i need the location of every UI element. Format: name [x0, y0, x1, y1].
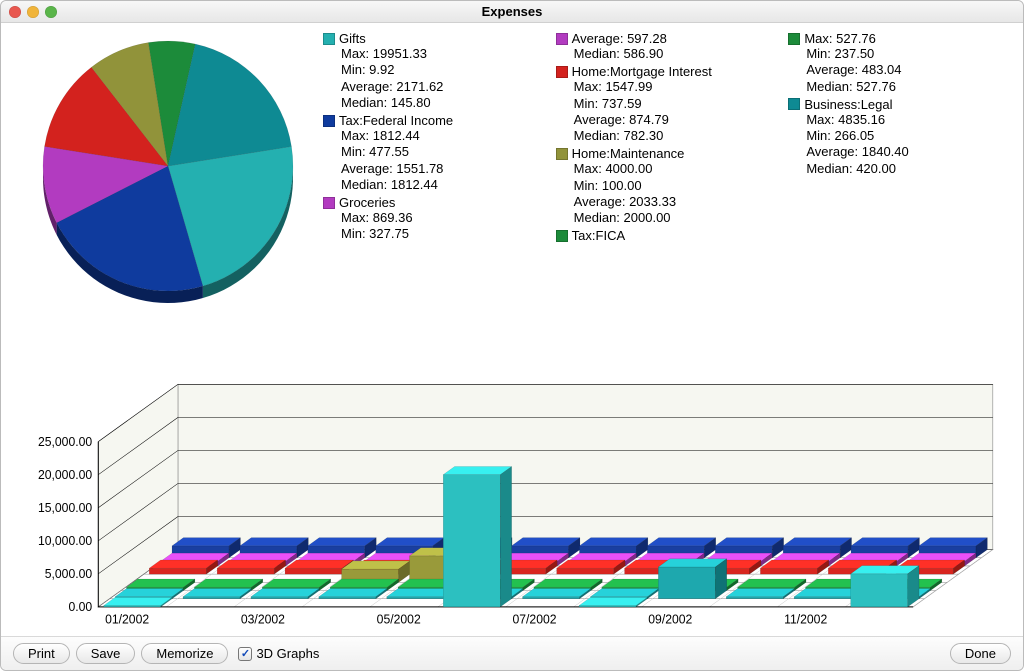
legend-stat: Min: 477.55: [323, 144, 546, 160]
legend-stat: Average: 483.04: [788, 62, 1011, 78]
legend-stat: Max: 1547.99: [556, 79, 779, 95]
legend-stat: Min: 237.50: [788, 46, 1011, 62]
memorize-button[interactable]: Memorize: [141, 643, 228, 664]
legend-swatch: [323, 115, 335, 127]
legend-item: Business:LegalMax: 4835.16Min: 266.05Ave…: [788, 97, 1011, 177]
legend-title: Groceries: [323, 195, 546, 210]
minimize-icon[interactable]: [27, 6, 39, 18]
svg-text:20,000.00: 20,000.00: [38, 468, 92, 482]
print-button[interactable]: Print: [13, 643, 70, 664]
legend-title: Tax:FICA: [556, 228, 779, 243]
window-title: Expenses: [1, 4, 1023, 19]
legend-swatch: [556, 230, 568, 242]
legend-swatch: [556, 33, 568, 45]
legend-name: Groceries: [339, 195, 395, 210]
traffic-lights: [1, 6, 57, 18]
legend-name: Tax:FICA: [572, 228, 625, 243]
legend-swatch: [323, 197, 335, 209]
checkbox-label: 3D Graphs: [256, 646, 319, 661]
bar-chart: 0.00 5,000.00 10,000.00 15,000.00 20,000.00 2…: [19, 315, 1005, 630]
legend-item: GroceriesMax: 869.36Min: 327.75: [323, 195, 546, 243]
legend-stat: Min: 100.00: [556, 178, 779, 194]
legend-column: Max: 527.76Min: 237.50Average: 483.04Med…: [788, 31, 1011, 311]
legend-stat: Median: 782.30: [556, 128, 779, 144]
legend-title: Max: 527.76: [788, 31, 1011, 46]
svg-text:5,000.00: 5,000.00: [45, 567, 93, 581]
legend-name: Business:Legal: [804, 97, 892, 112]
legend-swatch: [556, 66, 568, 78]
legend-stat: Min: 9.92: [323, 62, 546, 78]
legend-swatch: [323, 33, 335, 45]
legend-title: Home:Mortgage Interest: [556, 64, 779, 79]
legend-stat: Max: 869.36: [323, 210, 546, 226]
legend-stat: Max: 4000.00: [556, 161, 779, 177]
top-area: GiftsMax: 19951.33Min: 9.92Average: 2171…: [1, 23, 1023, 315]
legend-stat: Median: 527.76: [788, 79, 1011, 95]
svg-text:11/2002: 11/2002: [784, 613, 827, 627]
svg-text:03/2002: 03/2002: [241, 613, 285, 627]
legend-stat: Average: 1840.40: [788, 144, 1011, 160]
svg-text:0.00: 0.00: [68, 600, 92, 614]
titlebar: Expenses: [1, 1, 1023, 23]
legend-name: Home:Mortgage Interest: [572, 64, 712, 79]
svg-text:05/2002: 05/2002: [377, 613, 421, 627]
zoom-icon[interactable]: [45, 6, 57, 18]
legend-swatch: [556, 148, 568, 160]
legend: GiftsMax: 19951.33Min: 9.92Average: 2171…: [323, 31, 1011, 311]
legend-stat: Max: 1812.44: [323, 128, 546, 144]
legend-title: Home:Maintenance: [556, 146, 779, 161]
legend-swatch: [788, 98, 800, 110]
legend-name: Tax:Federal Income: [339, 113, 453, 128]
footer-toolbar: Print Save Memorize ✓ 3D Graphs Done: [1, 636, 1023, 670]
legend-stat: Average: 597.28: [572, 31, 667, 46]
legend-stat: Median: 586.90: [556, 46, 779, 62]
legend-column: GiftsMax: 19951.33Min: 9.92Average: 2171…: [323, 31, 546, 311]
svg-text:25,000.00: 25,000.00: [38, 435, 92, 449]
svg-text:15,000.00: 15,000.00: [38, 501, 92, 515]
legend-stat: Max: 4835.16: [788, 112, 1011, 128]
legend-item: GiftsMax: 19951.33Min: 9.92Average: 2171…: [323, 31, 546, 111]
legend-stat: Average: 2171.62: [323, 79, 546, 95]
app-window: Expenses GiftsMax: 19951.33Min: 9.92Aver…: [0, 0, 1024, 671]
legend-stat: Max: 19951.33: [323, 46, 546, 62]
legend-title: Business:Legal: [788, 97, 1011, 112]
checkbox-icon[interactable]: ✓: [238, 647, 252, 661]
svg-text:10,000.00: 10,000.00: [38, 534, 92, 548]
legend-title: Average: 597.28: [556, 31, 779, 46]
legend-stat: Average: 874.79: [556, 112, 779, 128]
legend-item: Max: 527.76Min: 237.50Average: 483.04Med…: [788, 31, 1011, 95]
legend-stat: Min: 737.59: [556, 96, 779, 112]
close-icon[interactable]: [9, 6, 21, 18]
done-button[interactable]: Done: [950, 643, 1011, 664]
legend-column: Average: 597.28Median: 586.90Home:Mortga…: [556, 31, 779, 311]
legend-stat: Median: 2000.00: [556, 210, 779, 226]
pie-chart: [13, 31, 323, 311]
content-area: GiftsMax: 19951.33Min: 9.92Average: 2171…: [1, 23, 1023, 670]
legend-stat: Median: 420.00: [788, 161, 1011, 177]
svg-text:01/2002: 01/2002: [105, 613, 149, 627]
legend-stat: Min: 266.05: [788, 128, 1011, 144]
legend-stat: Min: 327.75: [323, 226, 546, 242]
svg-text:07/2002: 07/2002: [512, 613, 556, 627]
legend-item: Home:MaintenanceMax: 4000.00Min: 100.00A…: [556, 146, 779, 226]
legend-stat: Median: 1812.44: [323, 177, 546, 193]
legend-title: Gifts: [323, 31, 546, 46]
legend-item: Home:Mortgage InterestMax: 1547.99Min: 7…: [556, 64, 779, 144]
legend-stat: Median: 145.80: [323, 95, 546, 111]
legend-name: Home:Maintenance: [572, 146, 685, 161]
legend-stat: Max: 527.76: [804, 31, 876, 46]
svg-text:09/2002: 09/2002: [648, 613, 692, 627]
legend-item: Tax:Federal IncomeMax: 1812.44Min: 477.5…: [323, 113, 546, 193]
legend-stat: Average: 1551.78: [323, 161, 546, 177]
legend-item: Tax:FICA: [556, 228, 779, 243]
legend-title: Tax:Federal Income: [323, 113, 546, 128]
legend-stat: Average: 2033.33: [556, 194, 779, 210]
legend-item: Average: 597.28Median: 586.90: [556, 31, 779, 62]
save-button[interactable]: Save: [76, 643, 136, 664]
legend-swatch: [788, 33, 800, 45]
3d-graphs-checkbox[interactable]: ✓ 3D Graphs: [238, 646, 319, 661]
legend-name: Gifts: [339, 31, 366, 46]
